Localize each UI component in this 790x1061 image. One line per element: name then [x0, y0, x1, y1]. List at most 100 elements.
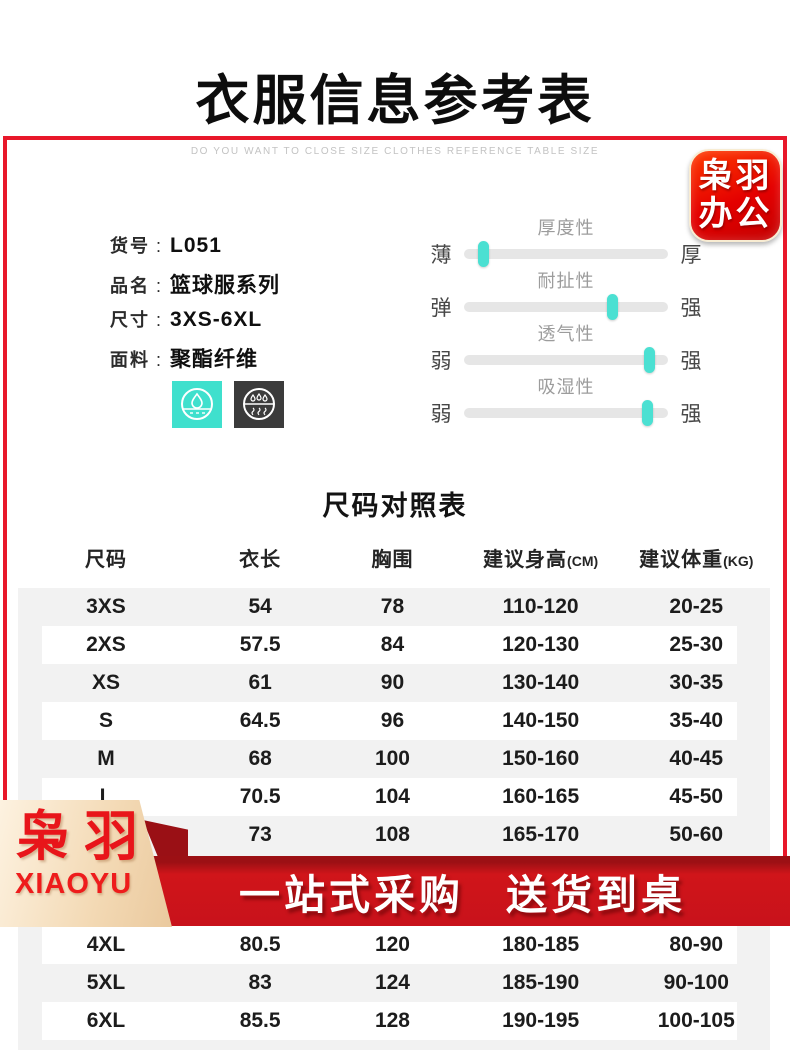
slider-left-label: 薄: [430, 244, 452, 267]
corner-badge-cn: 枭羽: [16, 807, 152, 867]
cell-chest: 84: [380, 633, 405, 656]
info-label: 尺寸: [110, 310, 150, 330]
cell-length: 73: [248, 823, 272, 846]
cell-length: 85.5: [239, 1009, 281, 1032]
cell-chest: 128: [374, 1009, 410, 1032]
table-row: 6XL 85.5 128 190-195 100-105: [18, 1002, 770, 1040]
slider-track: [464, 241, 668, 267]
cell-weight: 30-35: [669, 671, 724, 694]
feature-icons: [172, 381, 284, 428]
info-label: 面料: [110, 350, 150, 370]
product-info-row: 品名: 篮球服系列: [110, 269, 280, 297]
cell-size: 2XS: [86, 633, 126, 656]
info-value: 聚酯纤维: [170, 348, 259, 371]
cell-length: 68: [248, 747, 272, 770]
cell-length: 54: [248, 595, 272, 618]
slider-right-label: 厚: [680, 244, 702, 267]
cell-weight: 20-25: [669, 595, 724, 618]
slider-row: 弱强: [430, 400, 702, 426]
slider-right-label: 强: [680, 350, 702, 373]
cell-weight: 45-50: [669, 785, 724, 808]
cell-weight: 90-100: [663, 971, 729, 994]
cell-height: 190-195: [502, 1009, 580, 1032]
info-label: 品名: [110, 276, 150, 296]
table-row: L 70.5 104 160-165 45-50: [18, 778, 770, 816]
header-cell-text: 建议体重: [639, 549, 724, 571]
cell-weight: 40-45: [669, 747, 724, 770]
banner-text-right: 送货到桌: [506, 872, 686, 918]
cell-chest: 96: [380, 709, 405, 732]
cell-length: 83: [248, 971, 272, 994]
cell-length: 80.5: [239, 933, 281, 956]
cell-height: 140-150: [502, 709, 580, 732]
size-table-header: 尺码 衣长 胸围 建议身高(CM) 建议体重(KG): [18, 543, 770, 572]
page-subtitle: DO YOU WANT TO CLOSE SIZE CLOTHES REFERE…: [190, 146, 600, 157]
slider-title: 耐扯性: [537, 271, 595, 291]
slider-group: 吸湿性弱强: [430, 377, 702, 426]
cell-height: 150-160: [502, 747, 580, 770]
slider-left-label: 弹: [430, 297, 452, 320]
cell-chest: 100: [374, 747, 410, 770]
table-row: S 64.5 96 140-150 35-40: [18, 702, 770, 740]
size-table-title: 尺码对照表: [322, 491, 468, 521]
cell-chest: 104: [374, 785, 410, 808]
brand-badge-line2: 办公: [698, 194, 773, 233]
header-cell: 建议体重(KG): [623, 543, 770, 572]
slider-right-label: 强: [680, 403, 702, 426]
cell-height: 130-140: [502, 671, 580, 694]
product-info-row: 尺寸:3XS-6XL: [110, 306, 280, 331]
property-sliders: 厚度性薄厚耐扯性弹强透气性弱强吸湿性弱强: [430, 218, 702, 430]
cell-weight: 25-30: [669, 633, 724, 656]
table-row: 4XL 80.5 120 180-185 80-90: [18, 926, 770, 964]
cell-height: 160-165: [502, 785, 580, 808]
info-label: 货号: [110, 236, 150, 256]
header-cell-text: 胸围: [371, 549, 414, 571]
header-cell: 胸围: [326, 543, 458, 572]
info-value: L051: [170, 234, 222, 257]
slider-thumb: [478, 241, 490, 267]
slider-thumb: [606, 294, 618, 320]
table-row: M 68 100 150-160 40-45: [18, 740, 770, 778]
slider-left-label: 弱: [430, 403, 452, 426]
slider-track: [464, 347, 668, 373]
info-value: 篮球服系列: [170, 274, 281, 297]
slider-title: 厚度性: [537, 218, 595, 238]
slider-group: 厚度性薄 厚: [430, 218, 702, 267]
cell-chest: 108: [374, 823, 410, 846]
brand-badge: 枭羽 办公: [689, 149, 782, 242]
cell-length: 57.5: [239, 633, 281, 656]
header-cell: 衣长: [194, 543, 326, 572]
cell-size: S: [98, 709, 113, 732]
slider-right-label: 强: [680, 297, 702, 320]
slider-row: 弱强: [430, 347, 702, 373]
cell-size: 5XL: [86, 971, 126, 994]
cell-size: 6XL: [86, 1009, 126, 1032]
product-info-row: 面料: 聚酯纤维: [110, 343, 280, 371]
table-row: 3XS 54 78 110-120 20-25: [18, 588, 770, 626]
slider-title: 透气性: [537, 324, 595, 344]
header-cell-text: 尺码: [84, 549, 127, 571]
cell-chest: 78: [380, 595, 405, 618]
header-cell-unit: (KG): [723, 553, 754, 569]
header-cell-text: 衣长: [239, 549, 282, 571]
slider-row: 弹强: [430, 294, 702, 320]
cell-size: M: [97, 747, 115, 770]
cell-height: 185-190: [502, 971, 580, 994]
product-info: 货号: L051 品名: 篮球服系列尺寸:3XS-6XL 面料: 聚酯纤维: [110, 232, 280, 380]
header-cell: 尺码: [18, 543, 194, 572]
info-separator: :: [156, 276, 162, 296]
cell-height: 110-120: [502, 595, 579, 618]
header-cell-unit: (CM): [567, 553, 599, 569]
cell-height: 120-130: [502, 633, 580, 656]
cell-size: 4XL: [86, 933, 126, 956]
info-separator: :: [156, 236, 162, 256]
cell-weight: 35-40: [669, 709, 724, 732]
info-separator: :: [156, 310, 162, 330]
table-row: 73 108 165-170 50-60: [18, 816, 770, 854]
header-cell: 建议身高(CM): [459, 543, 623, 572]
slider-title: 吸湿性: [537, 377, 595, 397]
info-separator: :: [156, 350, 162, 370]
slider-left-label: 弱: [430, 350, 452, 373]
cell-weight: 50-60: [669, 823, 724, 846]
cell-height: 165-170: [502, 823, 580, 846]
